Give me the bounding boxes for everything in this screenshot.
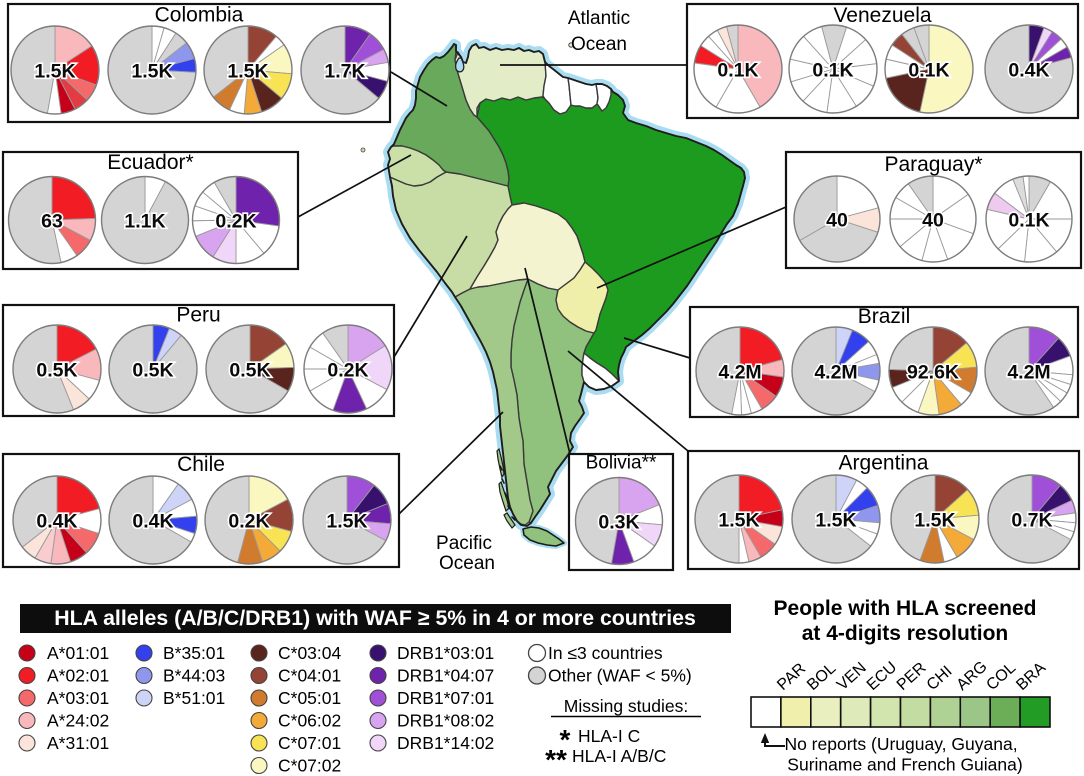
svg-text:0.5K: 0.5K	[132, 360, 173, 382]
svg-text:Atlantic: Atlantic	[568, 8, 630, 29]
svg-text:Paraguay*: Paraguay*	[884, 153, 982, 176]
svg-text:1.5K: 1.5K	[326, 511, 367, 533]
svg-text:0.2K: 0.2K	[327, 360, 368, 382]
svg-text:Ocean: Ocean	[571, 34, 627, 55]
svg-text:A*01:01: A*01:01	[47, 643, 109, 663]
svg-text:C*04:01: C*04:01	[278, 666, 341, 686]
svg-text:0.1K: 0.1K	[812, 60, 853, 82]
svg-text:0.5K: 0.5K	[229, 360, 270, 382]
svg-text:92.6K: 92.6K	[907, 362, 959, 384]
svg-text:40: 40	[826, 210, 848, 232]
svg-text:0.4K: 0.4K	[36, 511, 77, 533]
svg-text:0.1K: 0.1K	[717, 60, 758, 82]
svg-text:DRB1*04:07: DRB1*04:07	[397, 666, 494, 686]
svg-text:0.4K: 0.4K	[132, 511, 173, 533]
svg-text:DRB1*08:02: DRB1*08:02	[397, 711, 494, 731]
svg-text:Bolivia**: Bolivia**	[586, 453, 657, 474]
svg-text:1.1K: 1.1K	[124, 211, 165, 233]
svg-text:0.2K: 0.2K	[215, 211, 256, 233]
svg-text:**: **	[545, 744, 567, 775]
svg-text:B*35:01: B*35:01	[163, 643, 225, 663]
svg-text:0.1K: 0.1K	[1008, 210, 1049, 232]
svg-text:63: 63	[41, 211, 63, 233]
svg-text:Other (WAF < 5%): Other (WAF < 5%)	[548, 666, 692, 686]
svg-text:B*51:01: B*51:01	[163, 688, 225, 708]
svg-text:A*02:01: A*02:01	[47, 666, 109, 686]
svg-text:0.4K: 0.4K	[1008, 60, 1049, 82]
svg-text:Ocean: Ocean	[439, 553, 495, 574]
svg-text:0.2K: 0.2K	[228, 511, 269, 533]
svg-text:Pacific: Pacific	[436, 533, 492, 554]
svg-text:People with HLA screened: People with HLA screened	[774, 597, 1037, 620]
svg-text:DRB1*07:01: DRB1*07:01	[397, 688, 494, 708]
svg-text:C*07:02: C*07:02	[278, 756, 341, 776]
svg-text:B*44:03: B*44:03	[163, 666, 225, 686]
svg-text:No reports (Uruguay, Guyana,: No reports (Uruguay, Guyana,	[784, 734, 1017, 754]
svg-text:Suriname and French Guiana): Suriname and French Guiana)	[787, 755, 1022, 775]
svg-text:HLA-I C: HLA-I C	[578, 726, 640, 746]
svg-text:1.5K: 1.5K	[227, 61, 268, 83]
svg-text:4.2M: 4.2M	[718, 362, 761, 384]
svg-text:1.5K: 1.5K	[34, 61, 75, 83]
svg-text:1.5K: 1.5K	[718, 510, 759, 532]
svg-text:*: *	[560, 724, 571, 755]
svg-text:Chile: Chile	[177, 453, 225, 476]
svg-text:1.5K: 1.5K	[815, 510, 856, 532]
svg-text:HLA alleles (A/B/C/DRB1) with: HLA alleles (A/B/C/DRB1) with WAF ≥ 5% i…	[54, 606, 696, 630]
svg-text:C*07:01: C*07:01	[278, 733, 341, 753]
svg-text:A*03:01: A*03:01	[47, 688, 109, 708]
svg-text:C*05:01: C*05:01	[278, 688, 341, 708]
svg-text:1.5K: 1.5K	[131, 61, 172, 83]
svg-text:0.5K: 0.5K	[36, 360, 77, 382]
svg-text:0.3K: 0.3K	[598, 512, 639, 534]
svg-text:at 4-digits resolution: at 4-digits resolution	[802, 622, 1009, 645]
svg-text:Missing studies:: Missing studies:	[564, 696, 689, 716]
svg-text:C*03:04: C*03:04	[278, 643, 342, 663]
svg-text:DRB1*14:02: DRB1*14:02	[397, 733, 494, 753]
svg-text:Peru: Peru	[176, 304, 220, 327]
svg-text:Brazil: Brazil	[858, 305, 911, 328]
svg-text:In ≤3 countries: In ≤3 countries	[548, 643, 663, 663]
svg-text:0.1K: 0.1K	[908, 60, 949, 82]
svg-text:A*24:02: A*24:02	[47, 711, 109, 731]
svg-text:HLA-I A/B/C: HLA-I A/B/C	[572, 746, 666, 766]
svg-text:Colombia: Colombia	[155, 4, 244, 27]
svg-text:0.7K: 0.7K	[1011, 510, 1052, 532]
svg-text:Argentina: Argentina	[839, 452, 929, 475]
svg-text:4.2M: 4.2M	[1007, 362, 1050, 384]
svg-text:A*31:01: A*31:01	[47, 733, 109, 753]
svg-text:1.7K: 1.7K	[324, 61, 365, 83]
svg-text:Venezuela: Venezuela	[833, 4, 931, 27]
svg-text:DRB1*03:01: DRB1*03:01	[397, 643, 494, 663]
svg-text:1.5K: 1.5K	[914, 510, 955, 532]
svg-text:Ecuador*: Ecuador*	[107, 151, 193, 174]
svg-text:C*06:02: C*06:02	[278, 711, 341, 731]
svg-text:40: 40	[922, 210, 944, 232]
svg-text:4.2M: 4.2M	[814, 362, 857, 384]
